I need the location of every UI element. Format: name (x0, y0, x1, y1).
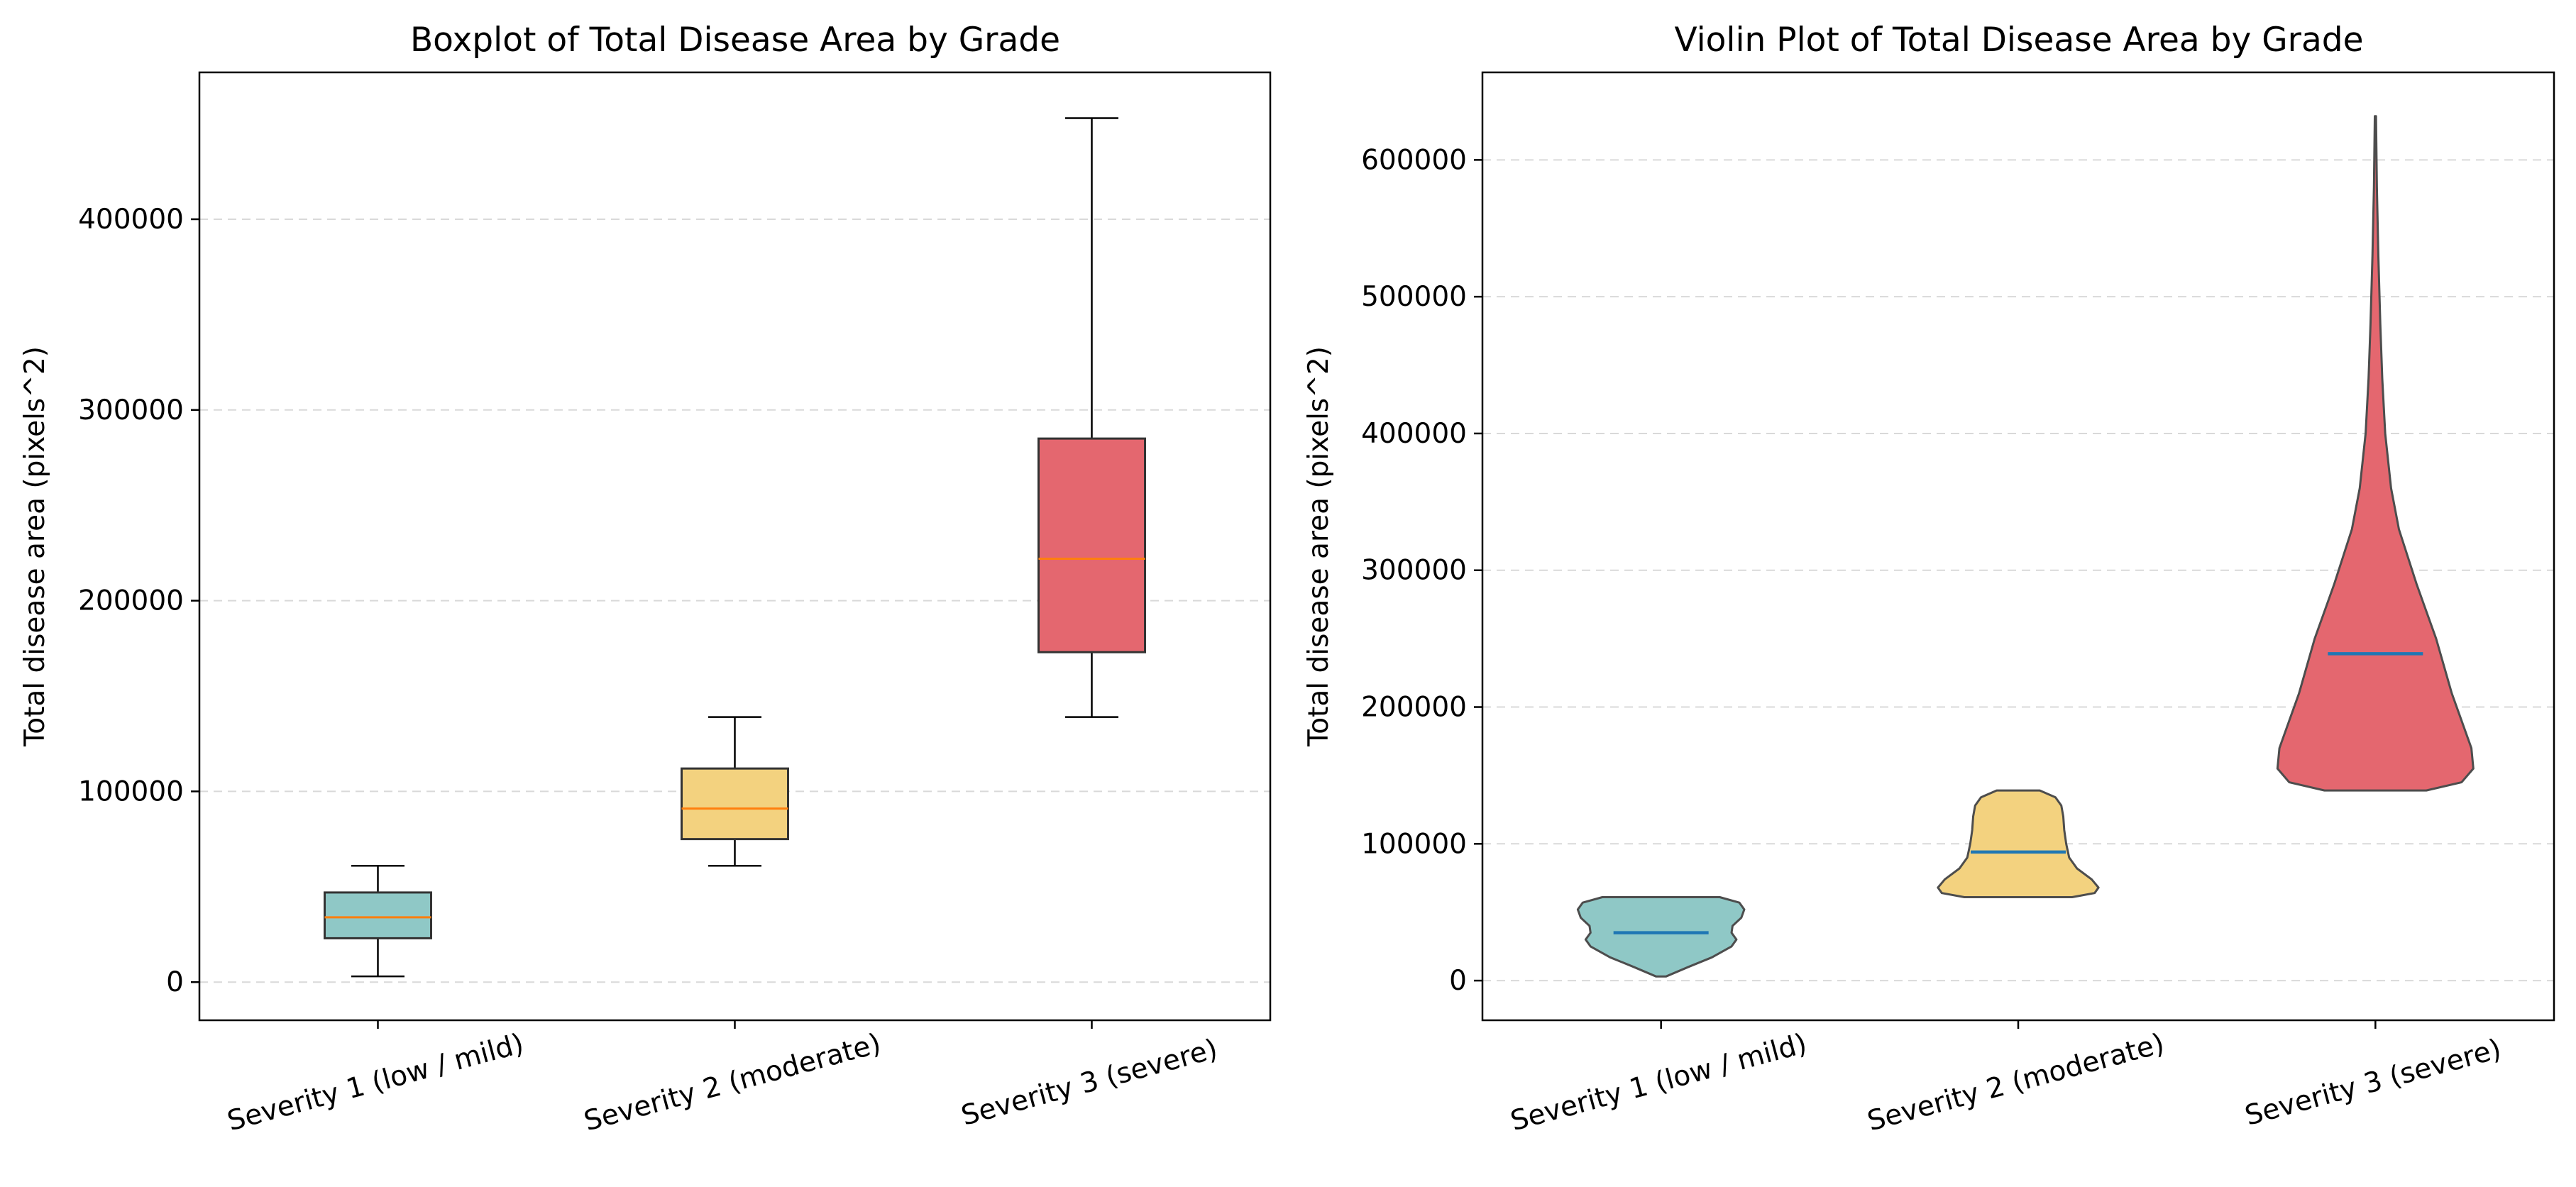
boxplot-y-axis-label: Total disease area (pixels^2) (19, 346, 51, 747)
boxplot-frame (198, 71, 1272, 1022)
boxplot-panel: Boxplot of Total Disease Area by Grade T… (19, 21, 1272, 1137)
box-body (1037, 437, 1146, 653)
violin-marks (1576, 115, 2475, 978)
box-1 (324, 865, 432, 978)
violin-body (1937, 789, 2100, 898)
x-tick-label: Severity 3 (severe) (958, 1033, 1221, 1132)
violin-1 (1576, 895, 1746, 978)
y-tick-label: 200000 (1361, 692, 1467, 724)
violin-panel: Violin Plot of Total Disease Area by Gra… (1303, 21, 2555, 1138)
boxplot-gridlines (199, 218, 1270, 983)
y-tick-label: 100000 (1361, 828, 1467, 860)
violin-2 (1937, 789, 2100, 898)
y-tick-label: 200000 (78, 585, 184, 617)
y-tick-label: 600000 (1361, 144, 1467, 176)
violin-body (2276, 115, 2475, 792)
violin-title: Violin Plot of Total Disease Area by Gra… (1674, 21, 2363, 60)
x-tick-label: Severity 2 (moderate) (1864, 1027, 2168, 1137)
box-body (681, 767, 789, 841)
y-tick-label: 100000 (78, 775, 184, 807)
violin-frame (1481, 71, 2555, 1022)
violin-gridlines (1482, 159, 2554, 982)
boxplot-marks (324, 117, 1146, 978)
violin-body (1576, 895, 1746, 978)
y-tick-label: 0 (166, 966, 184, 998)
x-tick-label: Severity 2 (moderate) (580, 1027, 884, 1137)
y-tick-label: 300000 (1361, 555, 1467, 587)
y-tick-label: 0 (1449, 965, 1467, 997)
y-tick-label: 400000 (1361, 418, 1467, 450)
x-tick-label: Severity 3 (severe) (2242, 1033, 2505, 1132)
y-tick-label: 400000 (78, 204, 184, 236)
x-tick-label: Severity 1 (low / mild) (224, 1028, 527, 1138)
violin-3 (2276, 115, 2475, 792)
boxplot-axes: 0 100000 200000 300000 400000 Severity 1 (low… (78, 204, 1221, 1137)
x-tick-label: Severity 1 (low / mild) (1507, 1028, 1810, 1138)
y-tick-label: 300000 (78, 394, 184, 426)
box-3 (1037, 117, 1146, 718)
box-body (324, 891, 432, 939)
box-2 (681, 716, 789, 867)
violin-y-axis-label: Total disease area (pixels^2) (1303, 346, 1335, 747)
boxplot-title: Boxplot of Total Disease Area by Grade (410, 21, 1060, 60)
y-tick-label: 500000 (1361, 281, 1467, 313)
